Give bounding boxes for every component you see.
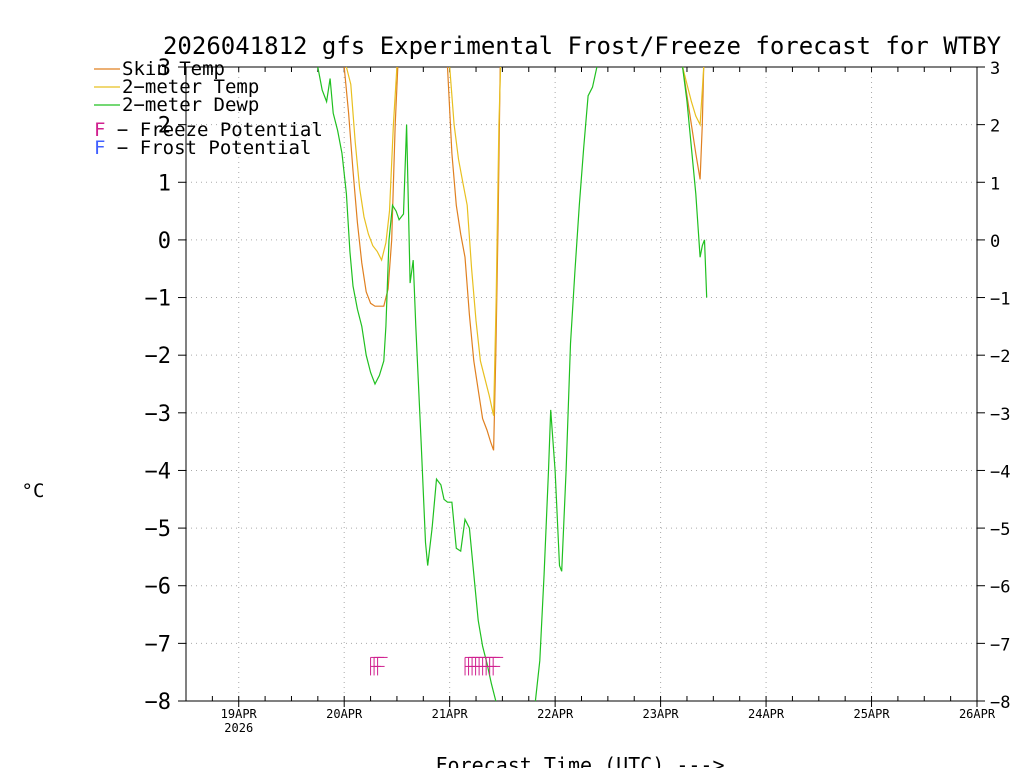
y-tick-label-right: −4 — [990, 462, 1010, 482]
y-tick-label-left: −3 — [145, 402, 172, 427]
y-tick-label-left: −5 — [145, 517, 172, 542]
legend-entry-label: 2−meter Dewp — [122, 94, 259, 116]
y-tick-label-right: −8 — [990, 693, 1010, 713]
axis-ticks: 3 3 2 2 1 1 0 0 −1 −1 −2 −2 −3 −3 −4 −4 −5 −5 −6 −6 −7 −7 −8 −8… — [145, 56, 1011, 735]
y-tick-label-left: 1 — [158, 171, 171, 196]
freeze-markers — [370, 656, 504, 676]
series-line-3 — [317, 66, 497, 702]
series-lines — [317, 66, 708, 702]
y-tick-label-left: 3 — [158, 56, 171, 81]
y-axis-label: °C — [22, 480, 45, 502]
x-axis-label: Forecast Time (UTC) ---> — [436, 753, 725, 768]
y-tick-label-left: −8 — [145, 690, 172, 715]
y-tick-label-left: −1 — [145, 287, 172, 312]
y-tick-label-left: 0 — [158, 229, 171, 254]
y-tick-label-right: −1 — [990, 290, 1010, 310]
series-line-2 — [682, 66, 705, 127]
y-tick-label-right: −6 — [990, 578, 1010, 598]
y-tick-label-left: −2 — [145, 344, 172, 369]
grid — [186, 67, 977, 701]
series-line-1 — [682, 66, 705, 180]
y-tick-label-left: 2 — [158, 114, 171, 139]
y-tick-label-left: −4 — [145, 459, 172, 484]
series-line-2 — [345, 66, 398, 262]
y-tick-label-right: −3 — [990, 405, 1010, 425]
y-tick-label-right: −7 — [990, 635, 1010, 655]
y-tick-label-left: −7 — [145, 632, 172, 657]
legend-marker-letter: F — [94, 137, 105, 159]
series-line-1 — [343, 66, 399, 307]
legend-marker-letter: F — [94, 119, 105, 141]
legend-entry-label: Skin Temp — [122, 58, 225, 80]
x-tick-label: 26APR — [959, 707, 996, 721]
x-tick-label: 19APR — [221, 707, 258, 721]
y-tick-label-right: 1 — [990, 174, 1000, 194]
series-line-3 — [682, 66, 708, 298]
y-tick-label-right: 0 — [990, 232, 1000, 252]
y-tick-label-right: −5 — [990, 520, 1010, 540]
series-line-3 — [534, 66, 598, 702]
legend-entry-label: 2−meter Temp — [122, 76, 259, 98]
x-tick-label: 25APR — [853, 707, 890, 721]
x-tick-label: 20APR — [326, 707, 363, 721]
plot-frame — [185, 66, 978, 702]
x-tick-label: 24APR — [748, 707, 785, 721]
x-tick-label: 22APR — [537, 707, 574, 721]
legend-marker-text: − Frost Potential — [105, 137, 311, 159]
y-tick-label-left: −6 — [145, 575, 172, 600]
series-line-1 — [446, 66, 501, 451]
y-tick-label-right: 2 — [990, 117, 1000, 137]
x-tick-sublabel: 2026 — [224, 721, 253, 735]
legend-marker-entry: F − Frost Potential — [94, 137, 311, 159]
x-tick-label: 23APR — [643, 707, 680, 721]
y-tick-label-right: 3 — [990, 59, 1000, 79]
series-line-2 — [449, 66, 502, 416]
x-tick-label: 21APR — [432, 707, 469, 721]
legend-marker-entry: F − Freeze Potential — [94, 119, 323, 141]
y-tick-label-right: −2 — [990, 347, 1010, 367]
legend-marker-text: − Freeze Potential — [105, 119, 322, 141]
chart-title: 2026041812 gfs Experimental Frost/Freeze… — [163, 32, 1002, 60]
